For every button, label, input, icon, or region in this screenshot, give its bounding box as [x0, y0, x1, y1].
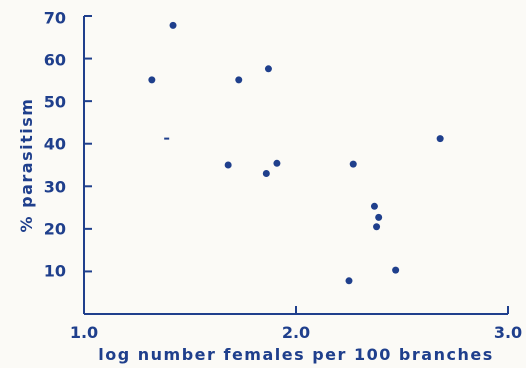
- y-axis-title: % parasitism: [17, 98, 36, 233]
- data-point-4: [264, 65, 272, 73]
- y-tick-label-20: 20: [44, 220, 66, 239]
- data-points: [148, 21, 444, 285]
- x-tick-label-3-0: 3.0: [494, 323, 522, 342]
- y-tick-label-40: 40: [44, 135, 66, 154]
- data-point-6: [262, 170, 270, 178]
- data-point-11: [373, 223, 381, 231]
- y-ticks: [84, 15, 92, 273]
- data-point-dash: [164, 137, 170, 140]
- x-ticks: [83, 306, 509, 314]
- data-point-12: [392, 266, 400, 274]
- data-point-13: [345, 277, 353, 285]
- data-point-3: [235, 76, 243, 84]
- x-axis-title: log number females per 100 branches: [98, 345, 493, 364]
- y-tick-label-70: 70: [44, 9, 66, 28]
- data-point-9: [370, 202, 378, 210]
- x-tick-label-2-0: 2.0: [282, 323, 310, 342]
- x-tick-label-1-0: 1.0: [70, 323, 98, 342]
- axes: [83, 16, 508, 315]
- y-tick-label-50: 50: [44, 93, 66, 112]
- data-point-10: [375, 213, 383, 221]
- y-tick-label-10: 10: [44, 262, 66, 281]
- x-tick-labels: 1.0 2.0 3.0: [70, 323, 522, 342]
- y-tick-label-30: 30: [44, 178, 66, 197]
- data-point-14: [436, 135, 444, 143]
- data-point-1: [169, 21, 177, 29]
- data-point-8: [349, 160, 357, 168]
- y-tick-labels: 10 20 30 40 50 60 70: [44, 9, 66, 281]
- data-point-5: [224, 161, 232, 169]
- y-tick-label-60: 60: [44, 51, 66, 70]
- data-point-2: [148, 76, 156, 84]
- data-point-7: [273, 159, 281, 167]
